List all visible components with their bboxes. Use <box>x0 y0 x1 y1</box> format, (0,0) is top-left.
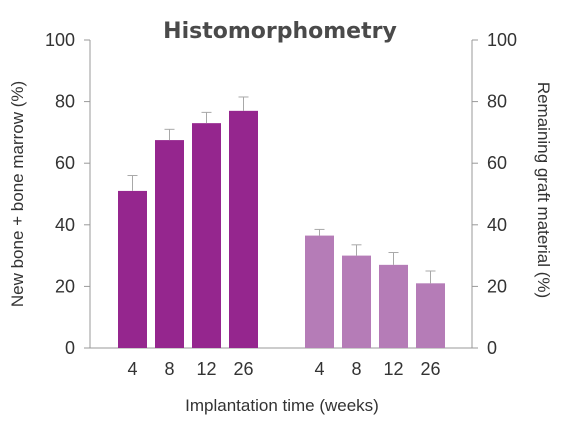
bar <box>155 140 184 348</box>
bar <box>229 110 258 348</box>
left-y-tick-label: 20 <box>55 276 75 296</box>
left-y-tick-label: 80 <box>55 92 75 112</box>
bar <box>305 235 334 348</box>
chart-title: Histomorphometry <box>163 19 397 44</box>
x-category-label: 12 <box>383 359 403 379</box>
left-y-tick-label: 0 <box>65 338 75 358</box>
x-axis-label: Implantation time (weeks) <box>185 396 379 415</box>
bar <box>342 255 371 348</box>
tick-layer: 0 0 20 20 40 40 60 60 80 80 100 100 <box>45 30 517 358</box>
right-y-tick-label: 80 <box>487 92 507 112</box>
right-y-tick-label: 60 <box>487 153 507 173</box>
category-label-layer: 4 8 12 26 4 8 12 26 <box>127 359 440 379</box>
bar <box>416 283 445 348</box>
x-category-label: 4 <box>127 359 137 379</box>
left-y-tick-label: 40 <box>55 215 75 235</box>
right-y-tick-label: 40 <box>487 215 507 235</box>
x-category-label: 26 <box>420 359 440 379</box>
x-category-label: 8 <box>351 359 361 379</box>
left-y-axis-label: New bone + bone marrow (%) <box>8 81 27 307</box>
x-category-label: 8 <box>164 359 174 379</box>
bar <box>192 123 221 348</box>
x-category-label: 26 <box>233 359 253 379</box>
right-y-axis-label: Remaining graft material (%) <box>534 82 553 298</box>
axes <box>89 40 473 349</box>
bar <box>118 190 147 348</box>
x-category-label: 12 <box>196 359 216 379</box>
bar <box>379 264 408 348</box>
right-y-tick-label: 0 <box>487 338 497 358</box>
right-y-tick-label: 100 <box>487 30 517 50</box>
right-y-tick-label: 20 <box>487 276 507 296</box>
x-category-label: 4 <box>314 359 324 379</box>
bar-layer <box>118 96 445 348</box>
left-y-tick-label: 100 <box>45 30 75 50</box>
left-y-tick-label: 60 <box>55 153 75 173</box>
